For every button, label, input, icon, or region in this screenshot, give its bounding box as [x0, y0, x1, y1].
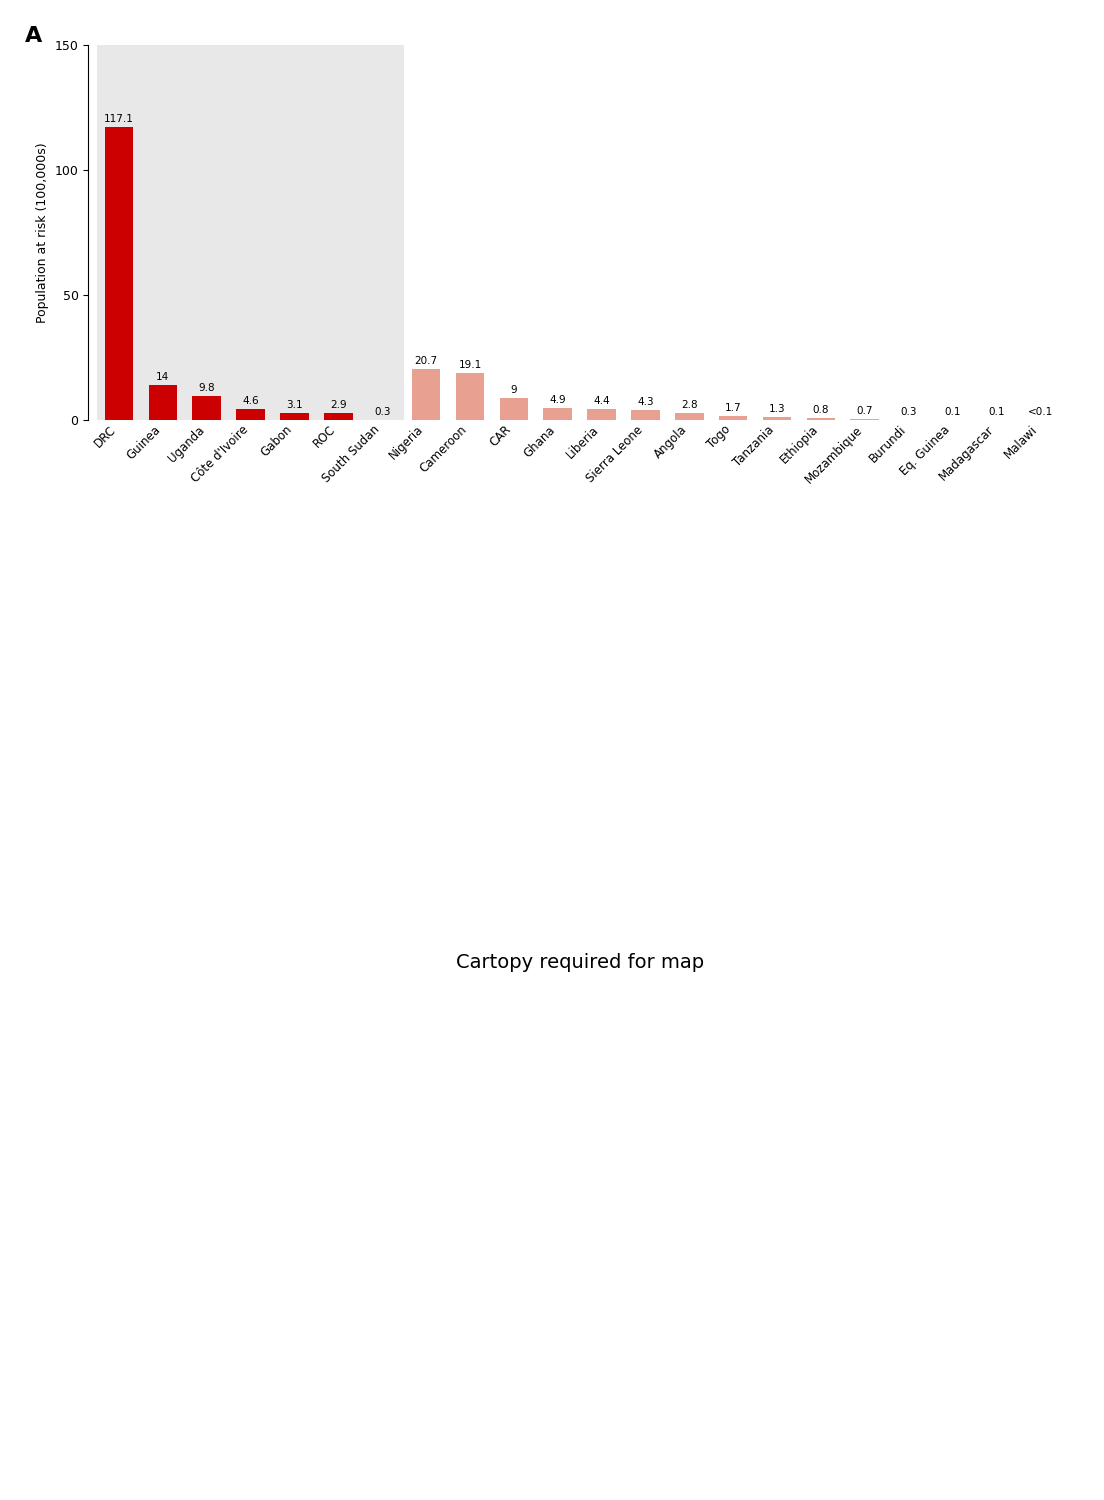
Text: 4.6: 4.6 — [242, 396, 259, 406]
Bar — [456, 372, 485, 420]
Text: 0.3: 0.3 — [374, 406, 391, 417]
Text: 4.3: 4.3 — [637, 396, 654, 406]
Text: 2.8: 2.8 — [681, 400, 698, 411]
Text: 9.8: 9.8 — [199, 382, 215, 393]
Text: 4.4: 4.4 — [593, 396, 609, 406]
Text: 117.1: 117.1 — [104, 114, 134, 125]
Bar — [675, 414, 703, 420]
Bar — [499, 398, 528, 420]
Bar — [105, 128, 134, 420]
Bar — [149, 386, 177, 420]
Bar — [719, 416, 747, 420]
Text: 0.1: 0.1 — [988, 406, 1005, 417]
Bar — [543, 408, 572, 420]
Text: <0.1: <0.1 — [1028, 406, 1053, 417]
Y-axis label: Population at risk (100,000s): Population at risk (100,000s) — [36, 142, 50, 322]
Text: Cartopy required for map: Cartopy required for map — [456, 952, 703, 972]
Bar — [631, 410, 660, 420]
Text: 4.9: 4.9 — [550, 394, 566, 405]
Bar — [412, 369, 440, 420]
Text: 9: 9 — [510, 386, 517, 394]
Bar — [850, 419, 879, 420]
Text: 0.3: 0.3 — [901, 406, 916, 417]
Text: 0.8: 0.8 — [813, 405, 829, 416]
Text: 20.7: 20.7 — [414, 356, 437, 366]
Text: 1.3: 1.3 — [768, 404, 785, 414]
Text: A: A — [24, 26, 42, 46]
Bar — [97, 45, 404, 420]
Text: 14: 14 — [157, 372, 170, 382]
Bar — [325, 413, 352, 420]
Bar — [192, 396, 221, 420]
Text: 1.7: 1.7 — [725, 404, 742, 412]
Bar — [236, 410, 265, 420]
Text: 0.7: 0.7 — [857, 405, 873, 416]
Text: 2.9: 2.9 — [330, 400, 347, 410]
Bar — [763, 417, 792, 420]
Text: 19.1: 19.1 — [458, 360, 481, 369]
Text: 3.1: 3.1 — [286, 399, 302, 410]
Text: 0.1: 0.1 — [944, 406, 960, 417]
Bar — [280, 413, 309, 420]
Bar — [807, 419, 835, 420]
Bar — [587, 410, 616, 420]
